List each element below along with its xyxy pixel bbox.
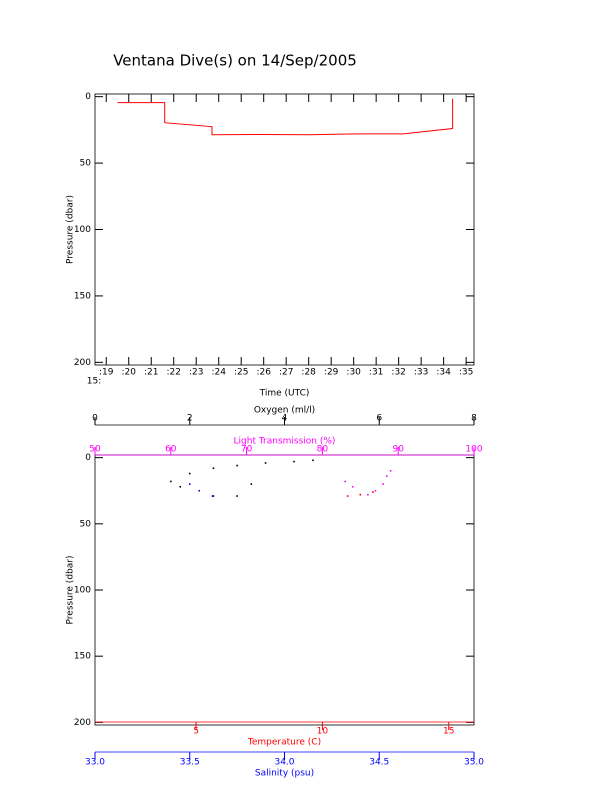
- profile-point: [198, 489, 201, 492]
- profile-point: [212, 495, 215, 497]
- profile-point: [236, 464, 238, 467]
- x-axis-label: Time (UTC): [259, 389, 310, 399]
- y-tick-label: 150: [74, 652, 91, 662]
- x-axis-label: Salinity (psu): [255, 769, 314, 779]
- x-tick-label: :24: [211, 368, 226, 378]
- x-tick-label: 34.5: [369, 758, 389, 768]
- x-tick-label: :19: [99, 368, 114, 378]
- y-tick-label: 150: [74, 291, 91, 301]
- profile-point: [188, 472, 191, 475]
- y-tick-label: 200: [74, 358, 91, 368]
- x-tick-label: :34: [436, 368, 451, 378]
- y-axis-label: Pressure (dbar): [66, 195, 76, 264]
- y-tick-label: 50: [80, 159, 92, 169]
- x-tick-label: 6: [376, 414, 382, 424]
- x-tick-label: 50: [89, 445, 101, 455]
- x-axis-label: Oxygen (ml/l): [254, 406, 315, 416]
- x-tick-label: :20: [121, 368, 136, 378]
- profile-point: [359, 493, 362, 496]
- profile-point: [250, 483, 253, 485]
- x-tick-label: :27: [279, 368, 293, 378]
- x-tick-label: 70: [241, 445, 253, 455]
- x-axis-label: Temperature (C): [247, 738, 321, 748]
- x-tick-label: 100: [465, 445, 482, 455]
- x-tick-label: 35.0: [464, 758, 484, 768]
- profile-point: [179, 485, 182, 488]
- x-tick-label: :35: [459, 368, 473, 378]
- x-tick-label: 60: [165, 445, 177, 455]
- x-hour-label: 15:: [87, 377, 101, 387]
- x-tick-label: :30: [346, 368, 361, 378]
- x-tick-label: :25: [234, 368, 248, 378]
- y-tick-label: 200: [74, 718, 91, 728]
- x-tick-label: 80: [317, 445, 329, 455]
- x-tick-label: 34.0: [274, 758, 294, 768]
- profile-point: [374, 489, 377, 492]
- x-tick-label: :23: [189, 368, 203, 378]
- profile-point: [389, 470, 392, 472]
- y-tick-label: 100: [74, 225, 91, 235]
- x-tick-label: 2: [187, 414, 193, 424]
- chart-title: Ventana Dive(s) on 14/Sep/2005: [113, 52, 357, 70]
- x-tick-label: :22: [166, 368, 180, 378]
- y-tick-label: 50: [80, 519, 92, 529]
- y-tick-label: 0: [85, 453, 91, 463]
- profile-point: [346, 495, 349, 497]
- x-tick-label: :28: [301, 368, 316, 378]
- x-tick-label: 33.0: [85, 758, 105, 768]
- y-tick-label: 0: [85, 92, 91, 102]
- x-tick-label: 8: [471, 414, 477, 424]
- pressure-line: [117, 98, 454, 136]
- x-axis-label: Light Transmission (%): [234, 437, 336, 447]
- x-tick-label: 15: [443, 727, 454, 737]
- plot-frame: [94, 454, 475, 726]
- profile-point: [264, 462, 267, 464]
- x-tick-label: :26: [256, 368, 271, 378]
- x-tick-label: 0: [92, 414, 98, 424]
- profile-point: [367, 493, 369, 496]
- x-tick-label: 10: [317, 727, 329, 737]
- x-tick-label: :32: [391, 368, 405, 378]
- profile-point: [170, 480, 172, 483]
- profile-point: [351, 485, 354, 488]
- y-tick-label: 100: [74, 586, 91, 596]
- profile-point: [211, 495, 214, 497]
- x-tick-label: 4: [282, 414, 288, 424]
- profile-point: [386, 475, 388, 477]
- profile-point: [236, 495, 238, 497]
- x-tick-label: 5: [193, 727, 199, 737]
- y-axis-label: Pressure (dbar): [66, 556, 76, 625]
- profile-point: [382, 483, 384, 485]
- x-tick-label: :29: [324, 368, 339, 378]
- profile-point: [212, 467, 215, 470]
- x-tick-label: :33: [414, 368, 428, 378]
- x-tick-label: 33.5: [180, 758, 200, 768]
- profile-point: [188, 483, 191, 485]
- profile-point: [293, 460, 295, 463]
- x-tick-label: :21: [144, 368, 158, 378]
- profile-point: [372, 491, 374, 493]
- profile-point: [344, 480, 346, 483]
- x-tick-label: :31: [369, 368, 383, 378]
- x-tick-label: 90: [392, 445, 404, 455]
- profile-point: [312, 459, 314, 462]
